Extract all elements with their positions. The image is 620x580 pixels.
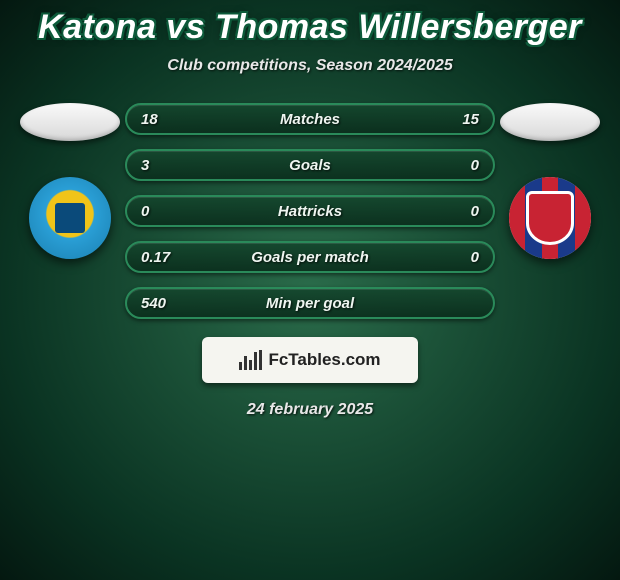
left-player-col <box>15 103 125 259</box>
right-flag-ellipse <box>500 103 600 141</box>
stat-label: Min per goal <box>191 295 429 312</box>
stat-label: Goals per match <box>191 249 429 266</box>
stat-left-value: 0.17 <box>141 249 191 266</box>
badge-stripes <box>509 177 591 259</box>
stat-right-value: 0 <box>429 157 479 174</box>
stat-left-value: 18 <box>141 111 191 128</box>
stat-left-value: 0 <box>141 203 191 220</box>
comparison-card: Katona vs Thomas Willersberger Club comp… <box>0 0 620 419</box>
stat-right-value: 0 <box>429 249 479 266</box>
chart-bars-icon <box>239 350 262 370</box>
stat-label: Hattricks <box>191 203 429 220</box>
stat-right-value: 15 <box>429 111 479 128</box>
stat-row-gpm: 0.17 Goals per match 0 <box>125 241 495 273</box>
stat-label: Matches <box>191 111 429 128</box>
stats-column: 18 Matches 15 3 Goals 0 0 Hattricks 0 0.… <box>125 103 495 319</box>
source-logo-text: FcTables.com <box>268 350 380 370</box>
subtitle: Club competitions, Season 2024/2025 <box>0 57 620 75</box>
stat-row-goals: 3 Goals 0 <box>125 149 495 181</box>
stat-left-value: 540 <box>141 295 191 312</box>
page-title: Katona vs Thomas Willersberger <box>0 8 620 47</box>
source-logo-box: FcTables.com <box>202 337 418 383</box>
left-flag-ellipse <box>20 103 120 141</box>
stat-label: Goals <box>191 157 429 174</box>
stat-row-hattricks: 0 Hattricks 0 <box>125 195 495 227</box>
stat-row-matches: 18 Matches 15 <box>125 103 495 135</box>
right-player-col <box>495 103 605 259</box>
date-text: 24 february 2025 <box>0 401 620 419</box>
stat-left-value: 3 <box>141 157 191 174</box>
stat-right-value: 0 <box>429 203 479 220</box>
right-club-badge <box>509 177 591 259</box>
left-club-badge <box>29 177 111 259</box>
stat-row-mpg: 540 Min per goal <box>125 287 495 319</box>
main-row: 18 Matches 15 3 Goals 0 0 Hattricks 0 0.… <box>0 103 620 319</box>
